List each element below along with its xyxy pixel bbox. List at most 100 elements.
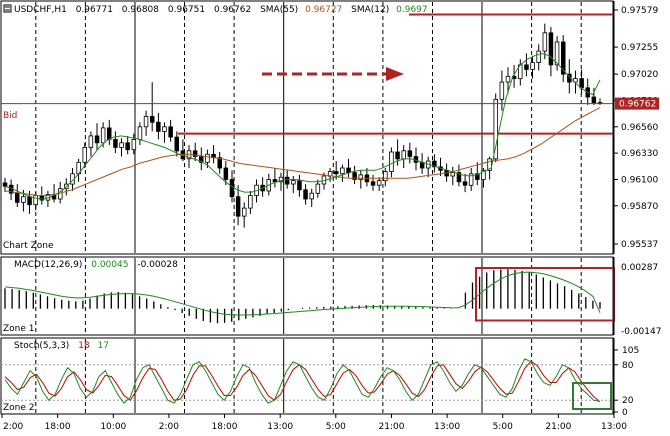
trend-arrow-icon (262, 67, 404, 81)
svg-text:Stoch(5,3,3) 18 17: Stoch(5,3,3) 18 17 (14, 341, 109, 351)
candle-body (14, 192, 20, 203)
candle-body (573, 78, 578, 83)
candle-body (235, 196, 241, 217)
candle-body (419, 161, 425, 169)
stochastic-tick-label: 0 (622, 408, 628, 418)
candle-body (131, 138, 137, 151)
sma12-label: SMA(12) (351, 5, 389, 15)
candle-body (358, 174, 363, 180)
candle-body (162, 126, 167, 132)
candle-body (94, 135, 100, 144)
candle-body (229, 179, 235, 198)
candle-body (481, 169, 486, 180)
candle-body (554, 41, 560, 66)
macd-scale[interactable]: 0.00287 -0.00147 (613, 257, 661, 337)
candle-body (198, 156, 204, 163)
time-tick-label: 10:00 (100, 422, 126, 432)
stochastic-pane-border (0, 337, 614, 415)
price-tick-label: 0.96100 (621, 176, 658, 186)
time-tick-label: 5:00 (493, 422, 513, 432)
candle-body (370, 181, 376, 186)
candle-body (579, 78, 584, 89)
macd-pane[interactable]: MACD(12,26,9) 0.00045 -0.00028 Zone 1 (0, 256, 615, 336)
stochastic-scale[interactable]: 105 80 20 0 (613, 338, 639, 418)
symbol-label: USDCHF,H1 (14, 5, 67, 15)
sma55-line (4, 107, 601, 196)
candle-body (395, 151, 400, 160)
time-tick-label: 18:00 (45, 422, 71, 432)
price-tick-label: 0.96560 (621, 123, 658, 133)
price-header: USDCHF,H1 0.96771 0.96808 0.96751 0.9676… (3, 4, 428, 15)
price-tick-labels: 0.975790.972550.970200.967900.965600.963… (614, 6, 658, 250)
price-pane-border (0, 0, 614, 255)
candle-body (401, 150, 406, 160)
price-tick-label: 0.97020 (621, 70, 658, 80)
sma55-value: 0.96727 (305, 5, 342, 15)
price-tick-label: 0.95870 (621, 202, 658, 212)
price-time-separators (35, 2, 582, 253)
macd-value: 0.00045 (91, 260, 128, 270)
stochastic-tick-label: 80 (622, 361, 634, 371)
time-tick-label: 13:00 (434, 422, 460, 432)
zone-1-label: Zone 1 (3, 324, 35, 334)
candle-body (88, 135, 94, 148)
time-tick-label: 13:00 (267, 422, 293, 432)
arrow-head (386, 67, 404, 81)
stochastic-pane[interactable]: Stoch(5,3,3) 18 17 Zone 2 (0, 337, 614, 415)
candle-body (278, 176, 284, 183)
candle-body (315, 183, 321, 194)
candle-body (561, 41, 566, 75)
time-axis-labels: 2:00 18:00 10:00 2:00 18:00 13:00 5:00 21:00 13:… (1, 414, 627, 432)
stochastic-signal-line (4, 360, 601, 403)
candle-body (149, 116, 155, 123)
candle-body (100, 127, 106, 144)
candle-body (241, 207, 247, 217)
stochastic-levels (1, 364, 613, 401)
stochastic-main-line (4, 358, 601, 404)
candle-body (475, 173, 480, 180)
candle-body (591, 96, 597, 103)
candle-body (530, 62, 535, 70)
candle-body (462, 181, 468, 186)
candle-body (499, 81, 505, 100)
current-price-label: 0.96762 (619, 100, 656, 110)
candle-body (125, 142, 130, 151)
price-tick-label: 0.95537 (621, 240, 658, 250)
candle-body (468, 173, 474, 186)
time-tick-label: 13:00 (601, 422, 627, 432)
macd-tick-label: -0.00147 (621, 327, 661, 337)
candle-body (217, 157, 222, 169)
time-tick-label: 2:00 (159, 422, 179, 432)
price-chart-pane[interactable]: Bid USDCHF,H1 0.96771 0.96808 0.96751 0.… (0, 0, 614, 255)
stochastic-tick-label: 20 (622, 396, 634, 406)
candle-body (389, 151, 394, 172)
chart-menu-icon[interactable] (3, 4, 12, 13)
candle-body (432, 160, 437, 168)
candle-body (536, 50, 541, 63)
price-tick-label: 0.97579 (621, 6, 658, 16)
time-tick-label: 5:00 (326, 422, 346, 432)
candle-body (82, 146, 88, 163)
candle-body (119, 142, 124, 148)
price-scale[interactable]: 0.975790.972550.970200.967900.965600.963… (613, 1, 659, 254)
candle-body (107, 127, 112, 140)
macd-tick-label: 0.00287 (621, 263, 658, 273)
candle-body (383, 171, 388, 182)
candle-body (272, 179, 278, 183)
close-value: 0.96762 (214, 5, 251, 15)
low-value: 0.96751 (168, 5, 205, 15)
open-value: 0.96771 (76, 5, 113, 15)
candle-body (493, 98, 498, 160)
candle-body (303, 189, 308, 200)
candle-body (407, 150, 413, 157)
stochastic-tick-label: 105 (622, 346, 639, 356)
time-axis[interactable]: 2:00 18:00 10:00 2:00 18:00 13:00 5:00 21:00 13:… (1, 413, 627, 432)
candle-body (524, 64, 529, 70)
macd-pane-border (0, 256, 614, 336)
candle-body (548, 32, 554, 66)
candle-body (352, 172, 357, 180)
price-zone-lines (178, 13, 613, 135)
candle-body (333, 171, 339, 175)
candle-body (174, 136, 179, 152)
